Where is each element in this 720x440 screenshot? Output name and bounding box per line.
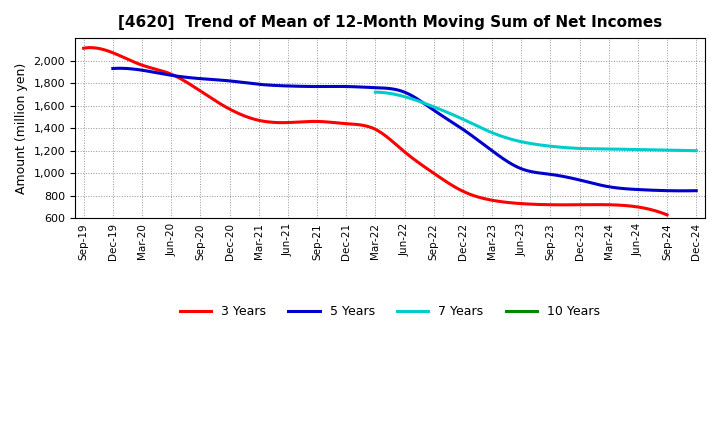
5 Years	[109, 66, 117, 71]
7 Years	[562, 145, 571, 150]
7 Years	[561, 145, 570, 150]
7 Years	[372, 89, 381, 95]
3 Years	[81, 45, 90, 51]
7 Years	[567, 145, 576, 150]
3 Years	[85, 45, 94, 50]
Y-axis label: Amount (million yen): Amount (million yen)	[15, 62, 28, 194]
Legend: 3 Years, 5 Years, 7 Years, 10 Years: 3 Years, 5 Years, 7 Years, 10 Years	[174, 300, 606, 323]
3 Years	[428, 170, 437, 175]
Line: 7 Years: 7 Years	[375, 92, 696, 151]
Line: 5 Years: 5 Years	[113, 68, 696, 191]
5 Years	[110, 66, 119, 71]
5 Years	[639, 187, 648, 192]
Line: 3 Years: 3 Years	[84, 48, 667, 215]
5 Years	[117, 66, 125, 71]
7 Years	[692, 148, 701, 154]
3 Years	[79, 46, 88, 51]
Title: [4620]  Trend of Mean of 12-Month Moving Sum of Net Incomes: [4620] Trend of Mean of 12-Month Moving …	[118, 15, 662, 30]
3 Years	[662, 212, 671, 217]
5 Years	[458, 126, 467, 132]
7 Years	[371, 89, 379, 95]
7 Years	[662, 147, 670, 153]
3 Years	[610, 202, 618, 208]
5 Years	[602, 183, 611, 189]
3 Years	[427, 169, 436, 174]
7 Years	[642, 147, 650, 152]
5 Years	[678, 188, 687, 194]
5 Years	[456, 125, 464, 130]
5 Years	[467, 133, 476, 138]
5 Years	[692, 188, 701, 193]
3 Years	[438, 177, 447, 182]
3 Years	[573, 202, 582, 207]
